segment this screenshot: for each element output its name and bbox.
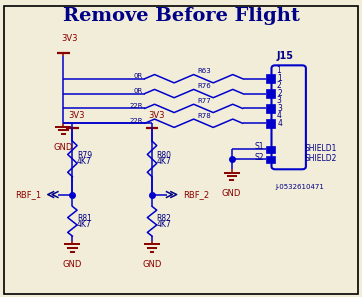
Text: 3: 3 [277, 104, 282, 113]
Bar [266, 89, 275, 98]
Text: R81: R81 [77, 214, 92, 223]
Text: GND: GND [142, 260, 162, 269]
Text: GND: GND [54, 143, 73, 151]
Text: GND: GND [222, 189, 241, 198]
Text: S1: S1 [255, 142, 264, 151]
Text: 22R: 22R [130, 103, 143, 109]
Text: 3: 3 [276, 96, 281, 105]
Text: R82: R82 [157, 214, 172, 223]
Text: 4K7: 4K7 [157, 220, 172, 229]
Text: R77: R77 [198, 98, 211, 104]
Text: SHIELD1: SHIELD1 [304, 144, 336, 153]
Text: SHIELD2: SHIELD2 [304, 154, 336, 163]
Text: 22R: 22R [130, 118, 143, 124]
Text: J15: J15 [277, 51, 294, 61]
Text: 3V3: 3V3 [148, 111, 165, 120]
Bar [266, 119, 275, 128]
Text: 2: 2 [277, 89, 282, 98]
Text: S2: S2 [255, 153, 264, 162]
Text: R80: R80 [157, 151, 172, 160]
FancyBboxPatch shape [272, 65, 306, 169]
Text: R78: R78 [198, 113, 211, 119]
Bar [266, 104, 275, 113]
Text: R79: R79 [77, 151, 92, 160]
Text: 3V3: 3V3 [62, 34, 78, 43]
Text: 0R: 0R [134, 88, 143, 94]
Text: Remove Before Flight: Remove Before Flight [63, 7, 299, 26]
Text: 4K7: 4K7 [77, 220, 92, 229]
Text: R76: R76 [198, 83, 211, 89]
Text: 4K7: 4K7 [77, 157, 92, 166]
Text: 3V3: 3V3 [69, 111, 85, 120]
Text: 1: 1 [277, 74, 282, 83]
Text: RBF_1: RBF_1 [16, 190, 42, 199]
Text: 4K7: 4K7 [157, 157, 172, 166]
Text: 0R: 0R [134, 73, 143, 79]
Text: RBF_2: RBF_2 [183, 190, 209, 199]
Text: 4: 4 [276, 111, 281, 120]
Bar [266, 146, 275, 153]
Text: R63: R63 [198, 68, 211, 74]
Text: 2: 2 [276, 81, 281, 90]
Text: GND: GND [63, 260, 82, 269]
Bar [266, 156, 275, 163]
Text: 1: 1 [276, 66, 281, 75]
Bar [266, 74, 275, 83]
Text: 4: 4 [277, 119, 282, 128]
Text: J-0532610471: J-0532610471 [275, 184, 324, 190]
